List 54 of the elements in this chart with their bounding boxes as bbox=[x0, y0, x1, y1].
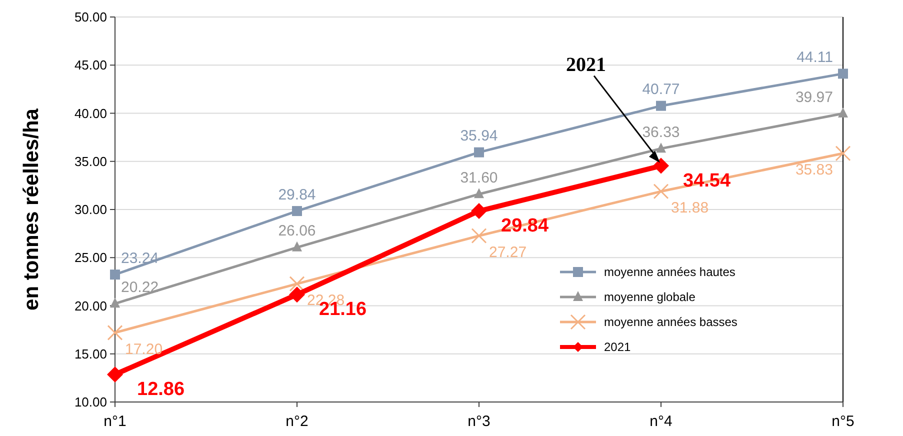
y-axis-title: en tonnes réelles/ha bbox=[20, 108, 43, 310]
point bbox=[656, 142, 666, 153]
point bbox=[656, 100, 666, 111]
annotation: 2021 bbox=[566, 54, 606, 76]
legend-label: 2021 bbox=[604, 340, 632, 354]
data-label: 17.20 bbox=[125, 340, 163, 358]
data-label: 29.84 bbox=[278, 186, 316, 204]
legend-label: moyenne années hautes bbox=[604, 265, 736, 280]
data-label: 26.06 bbox=[278, 222, 316, 240]
point bbox=[289, 276, 305, 292]
point bbox=[838, 68, 848, 79]
x-tick-label: n°4 bbox=[650, 413, 672, 430]
y-tick-label: 50.00 bbox=[74, 10, 107, 25]
legend-label: moyenne années basses bbox=[604, 315, 738, 330]
y-tick-label: 15.00 bbox=[74, 346, 107, 362]
point bbox=[471, 203, 487, 220]
data-label: 27.27 bbox=[489, 244, 527, 262]
point bbox=[653, 184, 669, 200]
point bbox=[474, 147, 484, 158]
data-label: 12.86 bbox=[137, 379, 185, 400]
point bbox=[838, 108, 848, 118]
y-tick-label: 25.00 bbox=[74, 250, 107, 266]
y-tick-label: 30.00 bbox=[74, 202, 107, 218]
point bbox=[292, 206, 302, 216]
point bbox=[292, 241, 302, 252]
point bbox=[107, 366, 123, 382]
data-label: 29.84 bbox=[501, 216, 549, 237]
x-tick-label: n°1 bbox=[104, 413, 126, 430]
x-tick-label: n°2 bbox=[286, 413, 308, 430]
point bbox=[289, 286, 305, 303]
data-label: 31.88 bbox=[671, 200, 709, 217]
data-label: 35.94 bbox=[460, 128, 498, 145]
data-label: 44.11 bbox=[796, 48, 833, 66]
point bbox=[471, 228, 487, 244]
point bbox=[653, 158, 669, 174]
point bbox=[835, 146, 851, 162]
legend-label: moyenne globale bbox=[604, 290, 696, 304]
y-tick-label: 45.00 bbox=[74, 58, 107, 73]
y-tick-label: 40.00 bbox=[74, 106, 107, 121]
data-label: 31.60 bbox=[460, 169, 498, 186]
point bbox=[110, 270, 120, 280]
data-label: 40.77 bbox=[642, 81, 680, 98]
data-label: 34.54 bbox=[683, 170, 731, 192]
y-tick-label: 10.00 bbox=[74, 394, 107, 410]
y-tick-label: 35.00 bbox=[74, 154, 107, 169]
data-label: 35.83 bbox=[795, 162, 833, 179]
data-label: 36.33 bbox=[642, 124, 680, 141]
point bbox=[110, 298, 120, 308]
data-label: 39.97 bbox=[795, 88, 833, 106]
x-tick-label: n°5 bbox=[832, 413, 854, 430]
point bbox=[107, 324, 123, 340]
x-tick-label: n°3 bbox=[468, 413, 490, 430]
y-tick-label: 20.00 bbox=[74, 298, 107, 314]
point bbox=[474, 188, 484, 198]
